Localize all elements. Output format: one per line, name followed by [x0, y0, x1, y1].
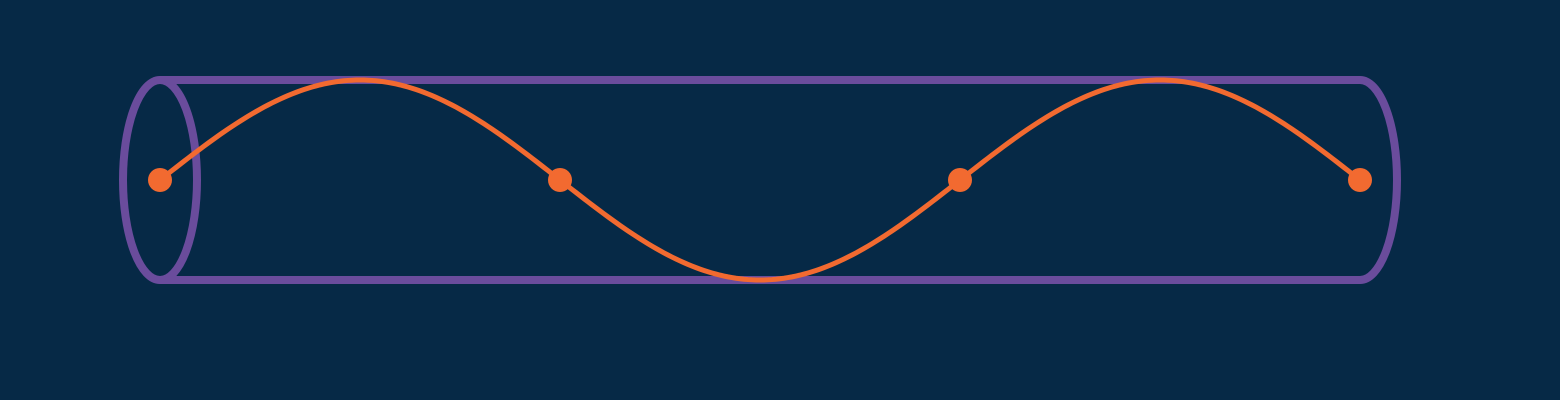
node [948, 168, 972, 192]
cylinder-right-end [1359, 76, 1401, 284]
wave [157, 77, 1363, 283]
node [148, 168, 172, 192]
node [1348, 168, 1372, 192]
nodes [148, 168, 1372, 192]
node [548, 168, 572, 192]
